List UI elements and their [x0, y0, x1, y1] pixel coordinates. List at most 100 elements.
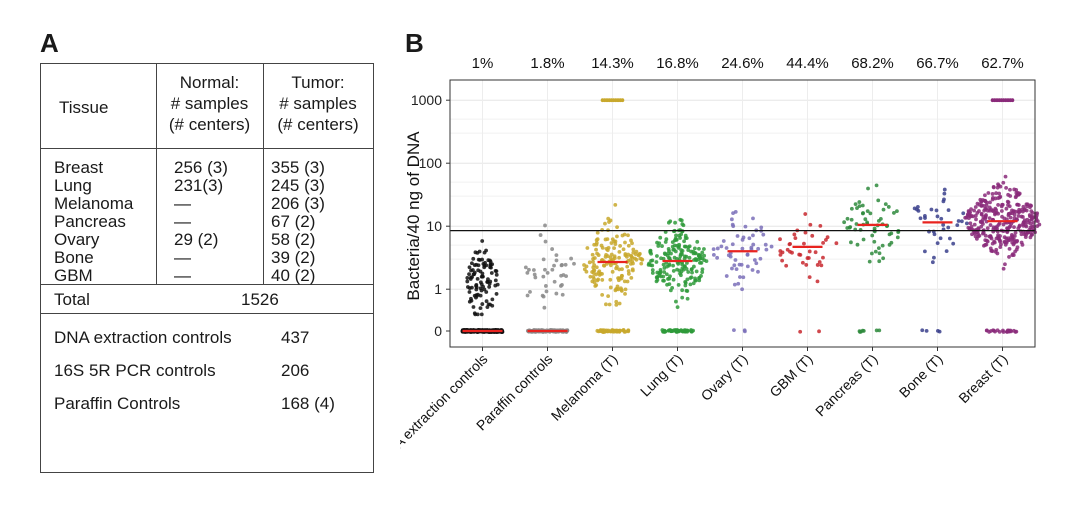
data-point: [467, 272, 471, 277]
data-point: [1007, 255, 1011, 259]
data-point: [650, 258, 655, 263]
data-point: [607, 302, 612, 307]
data-point: [969, 224, 974, 229]
data-point: [719, 244, 724, 249]
data-point: [994, 191, 998, 196]
data-point: [674, 233, 678, 238]
data-point: [969, 207, 973, 212]
row-normal: —: [174, 248, 191, 267]
data-point: [667, 249, 671, 253]
data-point: [750, 268, 755, 272]
data-point: [601, 263, 606, 268]
data-point: [629, 275, 634, 280]
data-point: [735, 234, 740, 238]
data-point: [600, 271, 604, 276]
data-point: [622, 279, 627, 284]
data-point: [478, 286, 483, 291]
data-point: [617, 249, 622, 254]
data-point: [465, 279, 470, 284]
data-point: [617, 301, 622, 306]
data-point: [983, 199, 988, 204]
data-point: [625, 264, 630, 269]
data-point: [845, 226, 850, 230]
data-point: [647, 261, 651, 266]
data-point: [476, 292, 480, 297]
data-point: [572, 261, 576, 266]
data-point: [1013, 230, 1018, 235]
data-point: [1006, 192, 1011, 197]
data-point: [671, 277, 676, 282]
percent-label: 1%: [472, 55, 494, 72]
percent-label: 62.7%: [981, 55, 1024, 72]
data-point: [866, 186, 870, 191]
data-point: [845, 216, 850, 221]
data-point: [857, 204, 862, 209]
data-point: [731, 224, 736, 229]
data-point: [689, 249, 693, 254]
data-point: [610, 237, 615, 242]
data-point: [1025, 202, 1030, 207]
data-point: [983, 233, 988, 238]
data-point: [592, 280, 597, 285]
data-point: [784, 263, 789, 268]
data-point: [961, 211, 966, 216]
data-point: [685, 296, 690, 301]
data-point: [474, 295, 478, 300]
data-point: [966, 210, 971, 214]
y-tick-label: 100: [419, 155, 443, 171]
data-point: [465, 275, 470, 280]
data-point: [472, 272, 477, 277]
data-point: [680, 222, 685, 227]
data-point: [620, 233, 625, 238]
data-point: [872, 226, 877, 231]
data-point: [740, 246, 745, 251]
data-point: [495, 282, 500, 287]
data-point: [798, 329, 803, 334]
data-point: [730, 242, 735, 247]
data-point: [543, 223, 547, 228]
data-point: [600, 245, 605, 250]
data-point: [732, 263, 737, 268]
data-point: [1004, 240, 1009, 245]
data-point: [545, 270, 550, 275]
data-point: [528, 289, 532, 294]
data-point: [661, 329, 666, 334]
data-point: [487, 285, 492, 289]
data-point: [947, 236, 952, 241]
data-point: [1026, 220, 1030, 225]
data-point: [985, 226, 990, 231]
data-point: [751, 233, 755, 238]
data-point: [624, 254, 629, 259]
data-point: [702, 247, 706, 251]
data-point: [650, 271, 655, 275]
row-normal: 29 (2): [174, 230, 219, 249]
data-point: [999, 209, 1004, 213]
data-point: [999, 242, 1003, 247]
data-point: [861, 237, 866, 242]
data-point: [881, 256, 886, 261]
data-point: [625, 279, 630, 284]
data-point: [876, 198, 881, 203]
data-point: [991, 184, 996, 189]
data-point: [1016, 214, 1021, 218]
data-point: [1027, 213, 1032, 217]
table-divider: [41, 284, 373, 285]
data-point: [997, 329, 1002, 334]
data-point: [488, 259, 493, 264]
data-point: [594, 265, 599, 270]
data-point: [959, 219, 964, 224]
data-point: [756, 246, 761, 251]
data-point: [626, 233, 630, 238]
data-point: [630, 259, 635, 264]
data-point: [857, 329, 862, 334]
data-point: [700, 256, 705, 261]
data-point: [543, 267, 547, 272]
data-point: [1007, 225, 1012, 230]
data-point: [802, 241, 806, 246]
data-point: [670, 244, 675, 249]
data-point: [849, 206, 854, 211]
data-point: [467, 299, 472, 304]
data-point: [824, 238, 828, 242]
data-point: [870, 233, 875, 238]
data-point: [978, 197, 983, 202]
